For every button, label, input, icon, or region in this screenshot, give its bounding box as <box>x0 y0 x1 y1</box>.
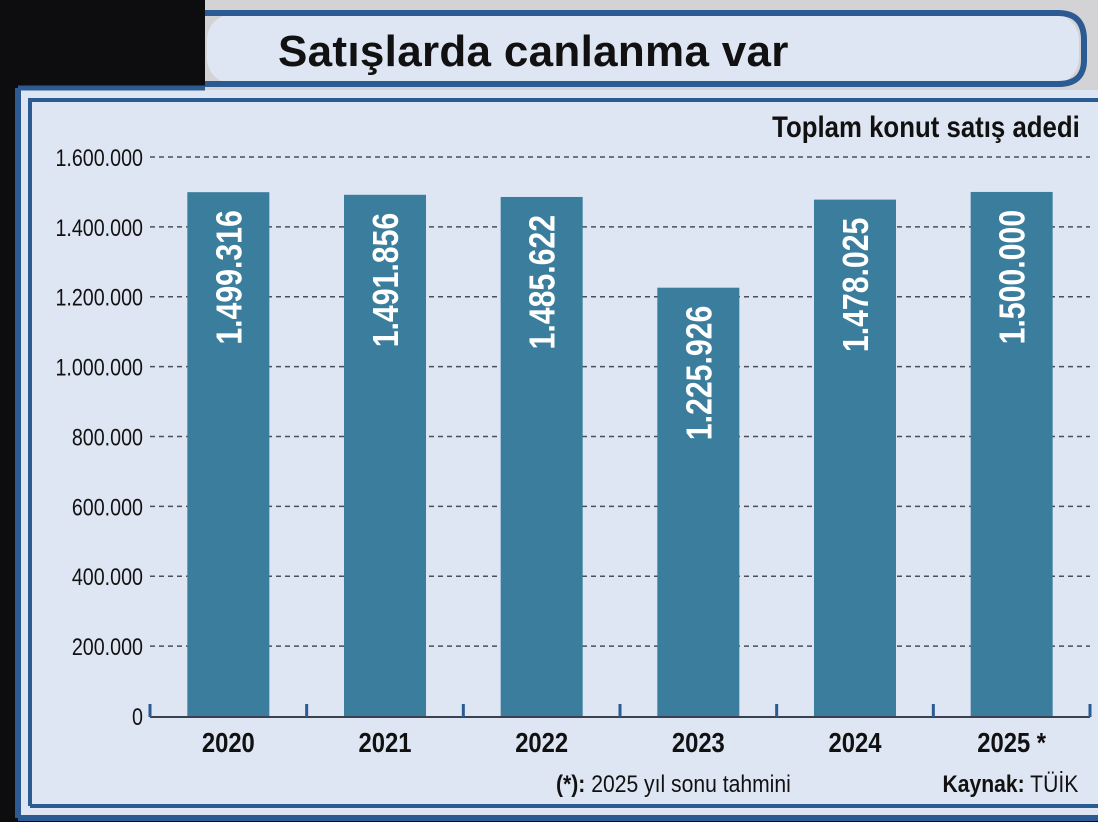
y-tick-label: 1.400.000 <box>55 214 143 241</box>
bar <box>500 196 583 716</box>
source-name: TÜİK <box>1029 771 1078 798</box>
y-tick-label: 400.000 <box>72 563 143 590</box>
y-tick-label: 200.000 <box>72 633 143 660</box>
bar <box>657 287 740 716</box>
y-axis-tick-labels: 0 200.000 400.000 600.000 800.000 1.000.000 1.… <box>55 144 143 730</box>
y-tick-label: 1.000.000 <box>55 354 143 381</box>
bar-value-label: 1.500.000 <box>993 210 1033 344</box>
bar-value-label: 1.485.622 <box>523 215 563 349</box>
x-category-label: 2021 <box>359 726 412 758</box>
x-axis <box>148 704 1092 718</box>
y-tick-label: 1.200.000 <box>55 284 143 311</box>
bar <box>970 191 1053 716</box>
x-category-label: 2023 <box>672 726 725 758</box>
y-tick-label: 600.000 <box>72 494 143 521</box>
chart-title: Satışlarda canlanma var <box>278 27 789 76</box>
y-tick-label: 0 <box>132 703 143 730</box>
bar-value-label: 1.225.926 <box>680 306 720 440</box>
x-category-label: 2020 <box>202 726 255 758</box>
bar-value-label: 1.491.856 <box>367 213 407 347</box>
source-credit: Kaynak: TÜİK <box>942 768 1078 802</box>
bar-value-label: 1.499.316 <box>210 210 250 344</box>
y-tick-label: 1.600.000 <box>55 144 143 171</box>
footnote-text: 2025 yıl sonu tahmini <box>591 771 791 798</box>
gridlines <box>150 156 1090 647</box>
footnote: (*): 2025 yıl sonu tahmini <box>556 768 791 802</box>
bar <box>814 199 896 717</box>
x-category-label: 2022 <box>515 726 568 758</box>
x-category-label: 2024 <box>829 726 882 758</box>
source-label: Kaynak: <box>942 771 1025 798</box>
x-axis-category-labels: 2020 2021 2022 2023 2024 2025 * <box>202 726 1047 758</box>
bar <box>344 194 426 716</box>
chart-subtitle: Toplam konut satış adedi <box>772 111 1080 144</box>
bars: 1.499.316 1.491.856 1.485.622 1.225.926 1.47… <box>187 191 1053 717</box>
x-category-label: 2025 * <box>977 726 1047 758</box>
y-tick-label: 800.000 <box>72 424 143 451</box>
bar-value-label: 1.478.025 <box>837 218 877 352</box>
bar <box>187 192 270 717</box>
footnote-marker: (*): <box>556 771 586 798</box>
